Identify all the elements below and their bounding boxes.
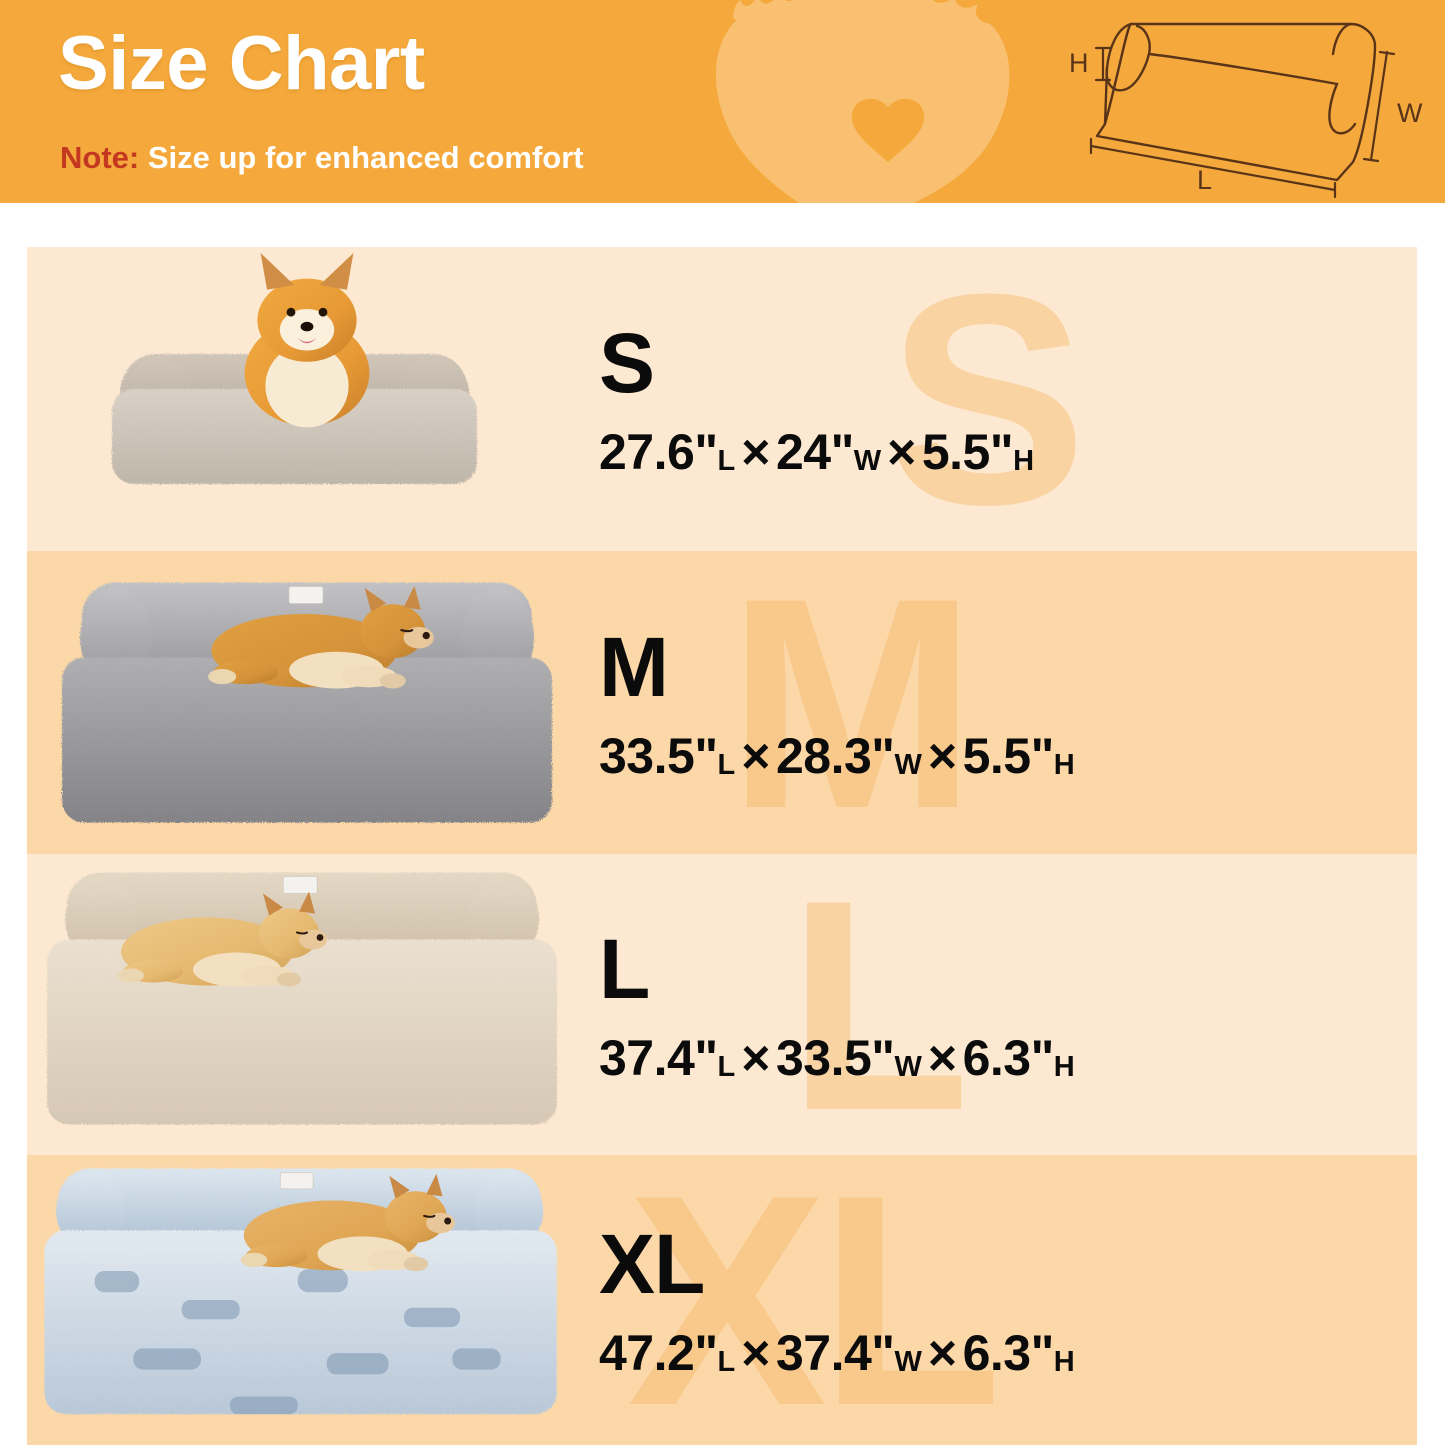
dim-length-unit: L: [717, 748, 736, 781]
multiply-sign: ×: [927, 1029, 957, 1086]
dim-length: 27.6": [599, 424, 718, 480]
size-row-xl: XL: [27, 1155, 1417, 1445]
multiply-sign: ×: [741, 1325, 770, 1381]
dim-height-unit: H: [1053, 748, 1075, 781]
dim-height: 6.3": [962, 1325, 1055, 1381]
dim-width-unit: W: [853, 445, 882, 477]
size-chart-table: S: [27, 247, 1417, 1445]
sleeping-dog-on-blue-tiedye-fur-bed: [44, 1168, 557, 1415]
header-band: Size Chart Note: Size up for enhanced co…: [0, 0, 1445, 203]
dim-length-unit: L: [717, 1346, 736, 1378]
dim-length: 37.4": [599, 1029, 718, 1086]
dim-width-unit: W: [894, 1346, 922, 1378]
dim-height: 6.3": [962, 1029, 1055, 1086]
pet-bed-dimension-diagram: H W L: [1069, 22, 1423, 199]
multiply-sign: ×: [887, 424, 916, 480]
product-photo-l: [27, 854, 607, 1155]
dim-width-unit: W: [894, 748, 922, 781]
multiply-sign: ×: [927, 1325, 957, 1381]
multiply-sign: ×: [741, 727, 770, 784]
dim-width: 24": [775, 424, 854, 480]
width-label: W: [1397, 98, 1423, 128]
height-label: H: [1069, 48, 1089, 78]
dog: [208, 585, 434, 689]
page-title: Size Chart: [58, 21, 425, 106]
length-label: L: [1197, 165, 1212, 195]
dim-width: 37.4": [775, 1325, 895, 1381]
dim-height: 5.5": [962, 727, 1055, 784]
size-dimensions: 27.6"L × 24"W × 5.5"H: [599, 427, 1034, 477]
product-photo-s: [27, 247, 607, 551]
multiply-sign: ×: [741, 1029, 770, 1086]
dim-width: 28.3": [775, 727, 895, 784]
size-row-l: L: [27, 854, 1417, 1155]
dim-width: 33.5": [775, 1029, 895, 1086]
size-dimensions: 47.2"L × 37.4"W × 6.3"H: [599, 1328, 1075, 1378]
dim-width-unit: W: [894, 1050, 922, 1083]
dim-length-unit: L: [717, 445, 736, 477]
size-dimensions: 37.4"L × 33.5"W × 6.3"H: [599, 1033, 1075, 1083]
dog: [240, 1173, 455, 1272]
dim-height-unit: H: [1013, 445, 1035, 477]
size-info-l: L 37.4"L × 33.5"W × 6.3"H: [599, 854, 1075, 1155]
dim-height-unit: H: [1053, 1050, 1075, 1083]
multiply-sign: ×: [741, 424, 770, 480]
size-info-m: M 33.5"L × 28.3"W × 5.5"H: [599, 551, 1075, 854]
size-label: S: [599, 316, 655, 410]
size-row-s: S: [27, 247, 1417, 551]
size-info-s: S 27.6"L × 24"W × 5.5"H: [599, 247, 1034, 551]
furry-heart-decoration: [715, 0, 1010, 203]
dog: [118, 891, 327, 987]
size-label: XL: [599, 1217, 705, 1311]
dim-height: 5.5": [921, 424, 1014, 480]
size-info-xl: XL 47.2"L × 37.4"W × 6.3"H: [599, 1155, 1075, 1445]
header-note: Note: Size up for enhanced comfort: [60, 142, 584, 173]
dog: [244, 253, 370, 428]
size-label: M: [599, 619, 669, 714]
sleeping-dog-on-cream-fur-bed: [47, 872, 557, 1125]
dim-height-unit: H: [1053, 1346, 1075, 1378]
shiba-inu-on-grey-fur-bed: [62, 582, 552, 823]
product-photo-xl: [27, 1155, 607, 1445]
dim-length-unit: L: [717, 1050, 736, 1083]
size-row-m: M: [27, 551, 1417, 854]
size-label: L: [599, 921, 650, 1016]
product-photo-m: [27, 551, 607, 854]
dim-length: 33.5": [599, 727, 718, 784]
dim-length: 47.2": [599, 1325, 718, 1381]
multiply-sign: ×: [927, 727, 957, 784]
pomeranian-on-taupe-fur-bed: [112, 253, 477, 484]
size-dimensions: 33.5"L × 28.3"W × 5.5"H: [599, 731, 1075, 781]
note-text: Size up for enhanced comfort: [147, 140, 584, 175]
note-label: Note:: [60, 140, 140, 175]
